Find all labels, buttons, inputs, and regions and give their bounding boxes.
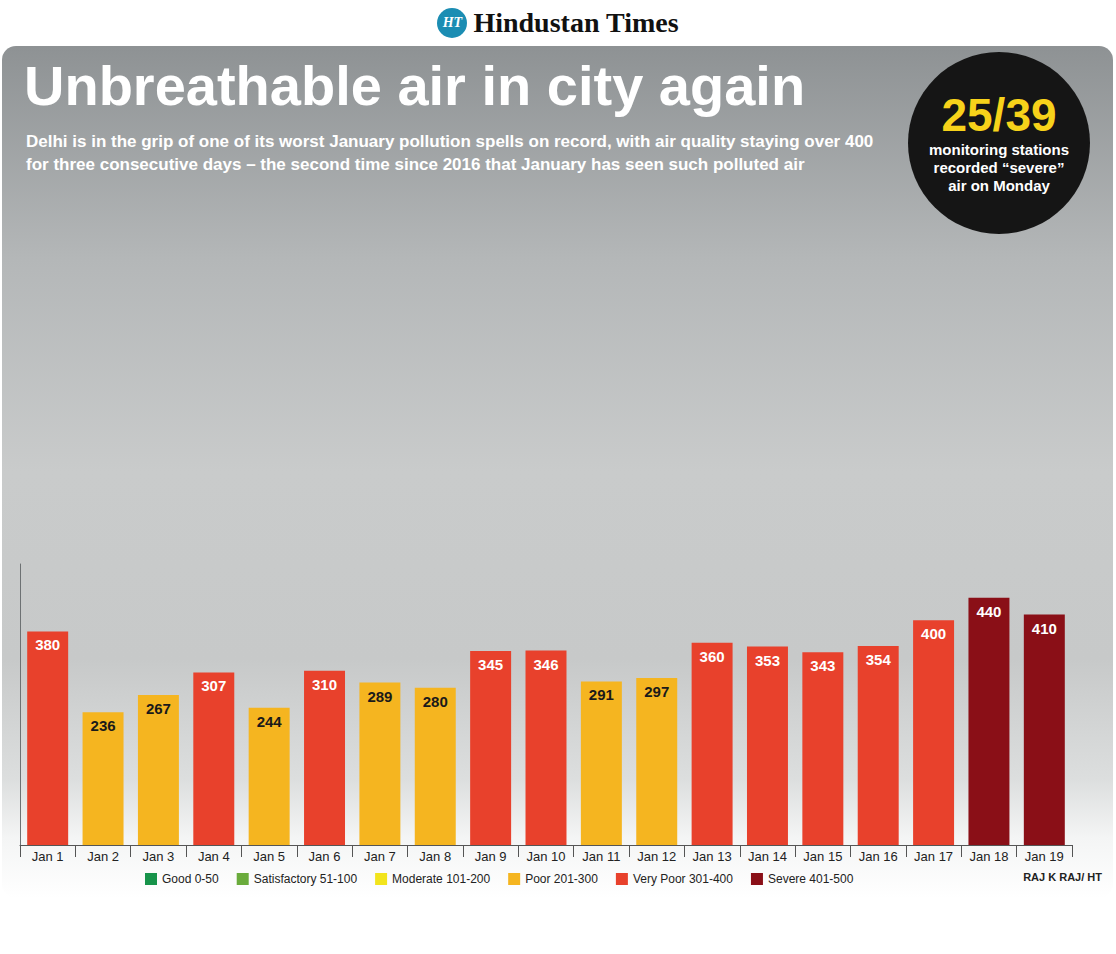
html-text:Delhi is in the grip of one of: Delhi is in the grip of one of its worst… <box>26 132 874 174</box>
svg-text:400: 400 <box>921 625 946 642</box>
svg-text:343: 343 <box>810 657 835 674</box>
svg-text:236: 236 <box>91 717 116 734</box>
html-text:RAJ K RAJ/ HT: RAJ K RAJ/ HT <box>1023 871 1102 883</box>
html-text:Hindustan Times: Hindustan Times <box>473 7 679 38</box>
svg-text:Jan 3: Jan 3 <box>143 849 175 864</box>
svg-text:244: 244 <box>257 713 283 730</box>
svg-text:440: 440 <box>976 603 1001 620</box>
svg-text:Jan 5: Jan 5 <box>253 849 285 864</box>
svg-text:354: 354 <box>866 651 892 668</box>
svg-text:353: 353 <box>755 652 780 669</box>
svg-text:307: 307 <box>201 677 226 694</box>
svg-text:Jan 8: Jan 8 <box>419 849 451 864</box>
svg-text:Jan 2: Jan 2 <box>87 849 119 864</box>
svg-text:360: 360 <box>700 648 725 665</box>
svg-text:Jan 4: Jan 4 <box>198 849 230 864</box>
svg-text:Jan 14: Jan 14 <box>748 849 787 864</box>
svg-text:Jan 9: Jan 9 <box>475 849 507 864</box>
html-text:HT: HT <box>442 15 463 30</box>
svg-text:297: 297 <box>644 683 669 700</box>
svg-text:345: 345 <box>478 656 503 673</box>
svg-text:Jan 13: Jan 13 <box>693 849 732 864</box>
svg-text:410: 410 <box>1032 620 1057 637</box>
svg-text:346: 346 <box>533 656 558 673</box>
svg-text:Poor 201-300: Poor 201-300 <box>525 872 598 886</box>
html-text:monitoring stations recorded “: monitoring stations recorded “severe” ai… <box>929 141 1069 195</box>
svg-text:267: 267 <box>146 700 171 717</box>
svg-text:Very Poor 301-400: Very Poor 301-400 <box>633 872 733 886</box>
svg-text:310: 310 <box>312 676 337 693</box>
svg-text:Jan 17: Jan 17 <box>914 849 953 864</box>
svg-text:Jan 6: Jan 6 <box>309 849 341 864</box>
svg-text:Jan 19: Jan 19 <box>1025 849 1064 864</box>
html-text:Unbreathable air in city again: Unbreathable air in city again <box>24 54 806 117</box>
svg-text:Jan 7: Jan 7 <box>364 849 396 864</box>
svg-text:291: 291 <box>589 686 614 703</box>
svg-text:Jan 12: Jan 12 <box>637 849 676 864</box>
svg-text:289: 289 <box>367 688 392 705</box>
svg-text:Jan 16: Jan 16 <box>859 849 898 864</box>
svg-text:280: 280 <box>423 693 448 710</box>
svg-text:Jan 15: Jan 15 <box>803 849 842 864</box>
svg-text:Satisfactory 51-100: Satisfactory 51-100 <box>254 872 358 886</box>
html-text:25/39: 25/39 <box>941 88 1057 141</box>
svg-text:Severe 401-500: Severe 401-500 <box>768 872 854 886</box>
svg-text:380: 380 <box>35 636 60 653</box>
svg-text:Jan 11: Jan 11 <box>582 849 620 864</box>
svg-text:Jan 1: Jan 1 <box>32 849 64 864</box>
svg-text:Jan 10: Jan 10 <box>526 849 565 864</box>
svg-text:Moderate 101-200: Moderate 101-200 <box>392 872 490 886</box>
svg-text:Good 0-50: Good 0-50 <box>162 872 219 886</box>
svg-text:Jan 18: Jan 18 <box>969 849 1008 864</box>
